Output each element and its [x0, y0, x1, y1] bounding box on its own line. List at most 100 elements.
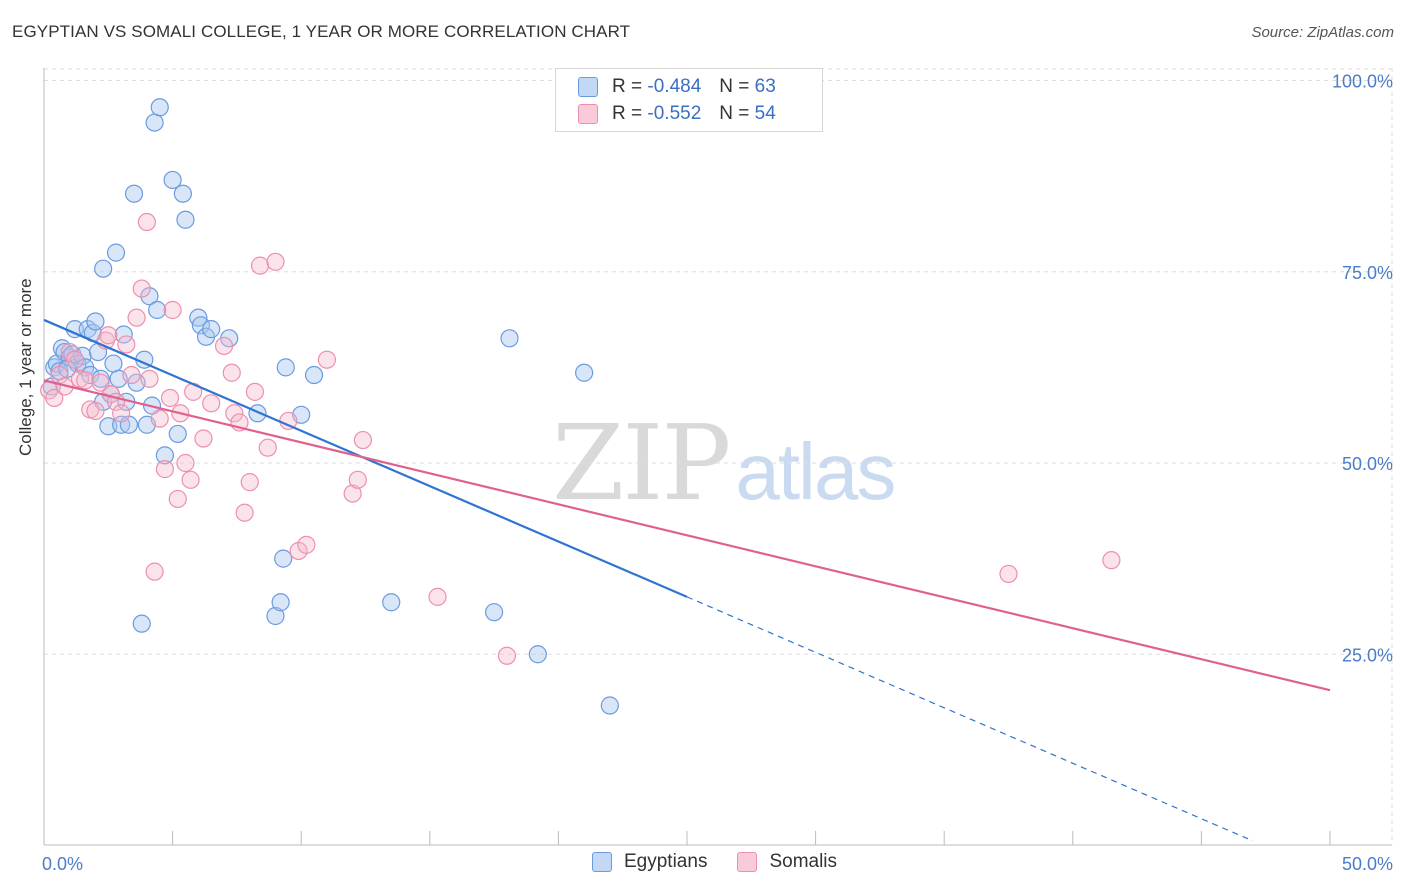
egyptians-point	[173, 184, 192, 203]
egyptians-point	[104, 354, 123, 373]
somalis-point	[65, 350, 84, 369]
somalis-trend-line	[43, 379, 1331, 692]
legend-n-label: N =	[719, 76, 750, 97]
chart-title: EGYPTIAN VS SOMALI COLLEGE, 1 YEAR OR MO…	[12, 22, 631, 41]
tick-labels: 25.0% 50.0% 75.0% 100.0% 0.0% 50.0%	[42, 72, 1393, 875]
somalis-point	[343, 484, 362, 503]
somalis-point	[497, 646, 517, 665]
egyptians-point	[148, 300, 167, 320]
series-legend: Egyptians Somalis	[592, 851, 867, 873]
somalis-point	[132, 279, 151, 298]
grid-lines	[44, 68, 1393, 845]
somalis-point	[168, 489, 187, 509]
somalis-point	[127, 308, 146, 327]
somalis-point	[235, 503, 254, 522]
somalis-point	[348, 470, 367, 489]
egyptians-point	[124, 184, 144, 203]
correlation-legend: R = -0.484 N = 63 R = -0.552 N = 54	[555, 68, 823, 132]
somalis-point	[117, 335, 136, 354]
somalis-point	[258, 438, 277, 457]
egyptians-swatch	[592, 852, 612, 872]
egyptians-point	[91, 369, 110, 388]
axes	[43, 68, 1392, 846]
y-tick-label: 50.0%	[1342, 454, 1393, 474]
egyptians-point	[191, 316, 210, 335]
legend-r-label: R =	[612, 103, 643, 124]
x-tick-label: 0.0%	[42, 854, 83, 874]
egyptians-point	[168, 424, 187, 444]
legend-row-egyptians: R = -0.484 N = 63	[578, 74, 776, 100]
legend-item-egyptians: Egyptians	[592, 851, 707, 873]
egyptians-point	[94, 259, 113, 278]
somalis-point	[91, 373, 110, 392]
somalis-point	[225, 404, 244, 423]
somalis-point	[266, 252, 285, 271]
somalis-points	[40, 212, 1121, 665]
legend-item-somalis: Somalis	[737, 851, 837, 873]
chart-source: Source: ZipAtlas.com	[1251, 24, 1394, 41]
egyptians-point	[276, 358, 295, 377]
legend-somalis-label: Somalis	[769, 851, 838, 872]
somalis-point	[353, 430, 373, 450]
legend-n-value: 54	[754, 103, 776, 124]
somalis-point	[163, 300, 182, 320]
somalis-point	[99, 326, 118, 345]
somalis-point	[76, 371, 95, 390]
egyptians-point	[304, 365, 324, 385]
somalis-point	[297, 535, 316, 554]
egyptians-point	[81, 365, 100, 385]
egyptians-point	[500, 329, 519, 348]
somalis-point	[194, 429, 213, 448]
egyptians-points	[42, 98, 619, 715]
egyptians-point	[202, 320, 221, 339]
somalis-point	[160, 388, 180, 408]
egyptians-point	[271, 593, 290, 612]
trend-lines	[43, 318, 1331, 842]
somalis-point	[245, 382, 265, 401]
legend-egyptians-label: Egyptians	[624, 851, 708, 872]
somalis-point	[137, 212, 156, 232]
egyptians-point	[145, 113, 164, 132]
egyptians-point	[140, 287, 159, 306]
egyptians-trend-extension	[686, 596, 1254, 842]
somalis-point	[250, 256, 270, 275]
x-tick-label: 50.0%	[1342, 854, 1393, 874]
watermark-atlas: atlas	[735, 427, 896, 516]
somalis-point	[428, 587, 447, 606]
egyptians-point	[485, 603, 504, 622]
legend-row-somalis: R = -0.552 N = 54	[578, 101, 776, 127]
somalis-point	[145, 562, 164, 581]
somalis-swatch	[737, 852, 758, 872]
egyptians-point	[86, 312, 105, 331]
somalis-point	[122, 365, 141, 385]
egyptians-point	[600, 696, 619, 715]
somalis-point	[140, 369, 159, 388]
somalis-point	[155, 460, 174, 479]
egyptians-point	[106, 243, 126, 262]
somalis-point	[86, 401, 105, 421]
somalis-point	[112, 404, 131, 423]
egyptians-point	[274, 549, 293, 568]
y-tick-label: 75.0%	[1342, 263, 1393, 283]
egyptians-swatch	[578, 77, 598, 97]
somalis-point	[1102, 551, 1121, 570]
legend-r-label: R =	[612, 76, 643, 97]
y-tick-label: 100.0%	[1332, 72, 1393, 92]
legend-r-value: -0.552	[647, 103, 702, 124]
somalis-point	[214, 336, 234, 356]
egyptians-point	[155, 446, 174, 465]
egyptians-point	[528, 645, 547, 664]
somalis-point	[202, 394, 221, 413]
somalis-point	[181, 470, 200, 489]
somalis-point	[150, 409, 169, 428]
egyptians-point	[266, 606, 285, 626]
egyptians-point	[132, 614, 151, 633]
somalis-point	[240, 473, 259, 492]
somalis-swatch	[578, 104, 598, 124]
legend-r-value: -0.484	[647, 76, 702, 97]
legend-n-label: N =	[719, 103, 750, 124]
egyptians-point	[176, 210, 195, 229]
egyptians-point	[382, 593, 401, 612]
y-tick-label: 25.0%	[1342, 645, 1393, 665]
somalis-point	[317, 350, 337, 369]
